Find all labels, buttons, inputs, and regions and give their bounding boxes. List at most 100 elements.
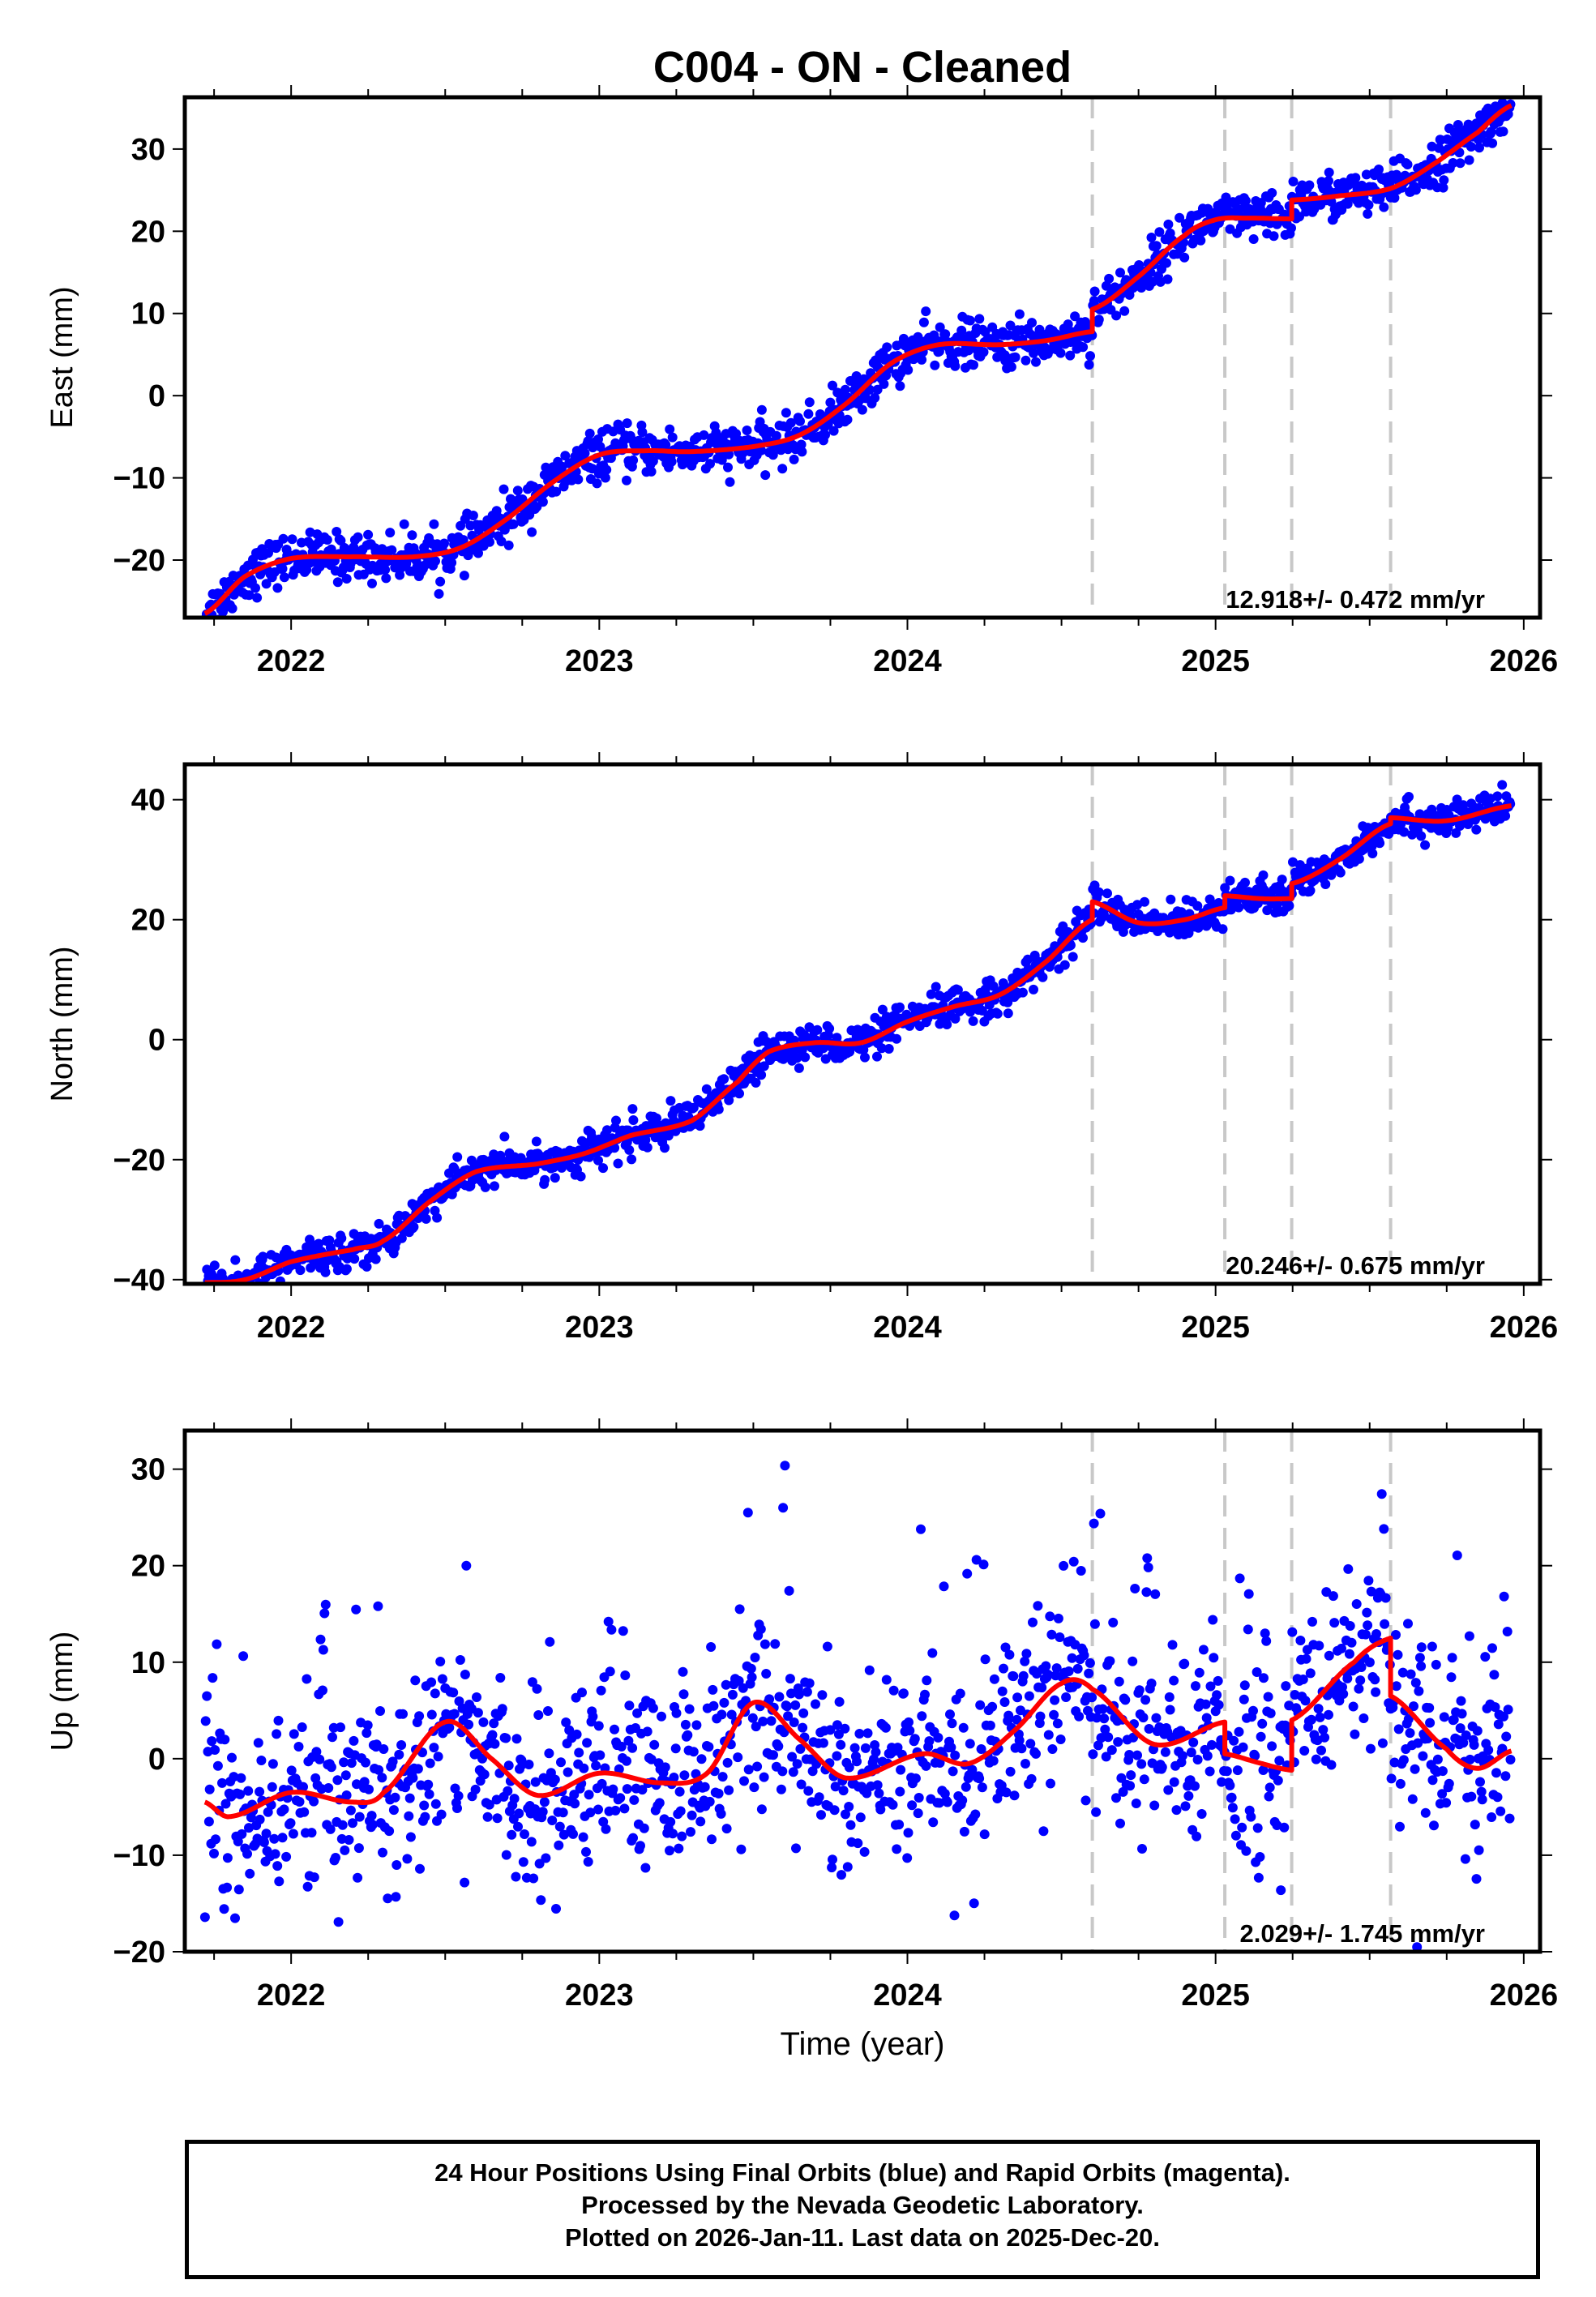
- data-point: [825, 397, 836, 408]
- data-point: [1359, 1713, 1369, 1723]
- data-point: [1356, 1662, 1367, 1672]
- x-tick-label: 2026: [1490, 1311, 1559, 1345]
- data-point: [985, 1720, 995, 1730]
- data-point: [1192, 1755, 1203, 1764]
- data-point: [437, 1674, 447, 1684]
- footer-line-2: Processed by the Nevada Geodetic Laborat…: [581, 2191, 1144, 2219]
- data-point: [1439, 175, 1449, 186]
- data-point: [1397, 1667, 1408, 1678]
- data-point: [237, 1829, 247, 1839]
- data-point: [959, 1826, 969, 1837]
- data-point: [970, 1809, 981, 1820]
- data-point: [359, 1777, 370, 1787]
- data-point: [649, 1739, 660, 1750]
- data-point: [958, 1722, 969, 1733]
- data-point: [1225, 1780, 1235, 1790]
- y-tick-label: 40: [131, 784, 165, 818]
- data-point: [777, 1766, 788, 1777]
- data-point: [942, 1797, 952, 1807]
- data-point: [699, 430, 709, 440]
- data-point: [487, 1730, 498, 1740]
- data-point: [909, 1734, 920, 1744]
- data-point: [233, 1837, 243, 1846]
- data-point: [558, 1829, 569, 1840]
- data-point: [1023, 954, 1033, 965]
- data-point: [701, 1084, 712, 1094]
- data-point: [1503, 1705, 1513, 1715]
- data-point: [353, 532, 363, 542]
- data-point: [786, 1688, 796, 1699]
- data-point: [628, 455, 639, 465]
- data-point: [501, 1733, 511, 1743]
- data-point: [1329, 1618, 1340, 1628]
- data-point: [1088, 1749, 1098, 1760]
- data-point: [623, 1735, 634, 1746]
- data-point: [1263, 1692, 1273, 1702]
- data-point: [790, 1700, 801, 1710]
- data-point: [1497, 780, 1508, 790]
- data-point: [742, 1508, 753, 1518]
- data-point: [1043, 1730, 1054, 1740]
- data-point: [724, 449, 734, 460]
- data-point: [854, 1729, 865, 1739]
- data-point: [686, 1827, 695, 1837]
- data-point: [804, 397, 815, 408]
- data-point: [1208, 1615, 1218, 1625]
- data-point: [1010, 352, 1020, 362]
- data-point: [601, 464, 612, 475]
- data-point: [374, 1218, 384, 1229]
- data-point: [1350, 1729, 1360, 1739]
- data-point: [1134, 1685, 1145, 1696]
- data-point: [430, 1799, 441, 1809]
- model-fit-line: [203, 803, 1513, 1284]
- data-point: [341, 1264, 352, 1274]
- data-point: [1111, 1793, 1121, 1803]
- data-point: [756, 1070, 767, 1080]
- data-point: [381, 573, 392, 584]
- data-point: [666, 456, 677, 467]
- data-point: [704, 1742, 714, 1752]
- data-point: [458, 535, 469, 545]
- data-point: [309, 1796, 319, 1807]
- data-point: [667, 432, 678, 443]
- data-point: [719, 1074, 730, 1084]
- data-point: [532, 1683, 542, 1694]
- data-point: [1229, 1735, 1239, 1746]
- data-point: [875, 1804, 886, 1815]
- data-point: [1014, 1735, 1025, 1746]
- data-point: [841, 1809, 850, 1820]
- y-tick-label: 30: [131, 1453, 165, 1487]
- data-point: [1046, 1629, 1057, 1640]
- data-point: [1413, 1738, 1423, 1748]
- data-point: [660, 1143, 670, 1153]
- data-point: [1489, 1670, 1500, 1680]
- data-point: [233, 1884, 244, 1895]
- data-point: [287, 534, 297, 545]
- data-point: [388, 1805, 399, 1816]
- data-point: [508, 519, 519, 529]
- data-point: [895, 1002, 905, 1012]
- data-point: [642, 1142, 653, 1153]
- data-point: [777, 464, 788, 474]
- data-point: [996, 1781, 1007, 1790]
- data-point: [1115, 267, 1125, 278]
- data-point: [892, 1743, 903, 1753]
- data-point: [1380, 1619, 1390, 1629]
- footer-line-3: Plotted on 2026-Jan-11. Last data on 202…: [565, 2223, 1160, 2252]
- data-point: [679, 1770, 690, 1781]
- data-point: [374, 1764, 384, 1775]
- data-point: [812, 1024, 823, 1035]
- data-point: [707, 1834, 717, 1845]
- data-point: [931, 982, 941, 992]
- data-point: [910, 1773, 921, 1784]
- data-point: [1363, 1620, 1373, 1631]
- data-point: [822, 1641, 832, 1652]
- data-point: [1163, 1785, 1174, 1795]
- data-point: [1217, 924, 1228, 935]
- data-point: [719, 1697, 730, 1708]
- data-point: [1137, 1844, 1147, 1854]
- data-point: [1493, 1719, 1504, 1730]
- data-point: [974, 314, 985, 324]
- data-point: [230, 1913, 240, 1923]
- data-point: [527, 527, 537, 537]
